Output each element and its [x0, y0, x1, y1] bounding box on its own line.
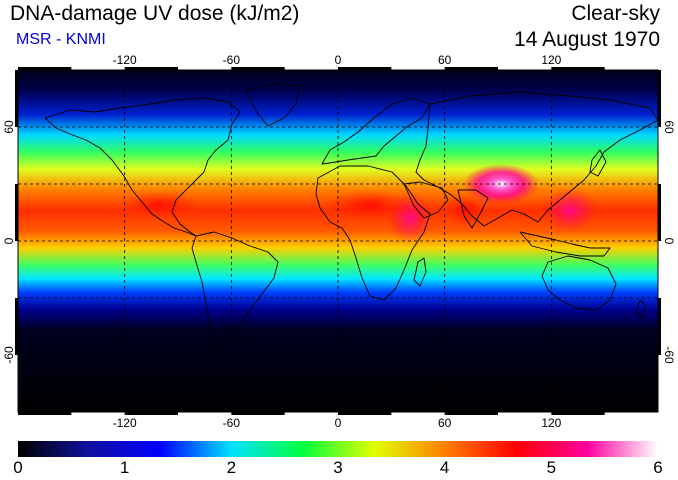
coast-europe: [321, 97, 431, 165]
colorbar-tick-label: 6: [653, 458, 663, 477]
colorbar: [18, 441, 658, 457]
lat-label-right: 60: [662, 120, 676, 134]
frame-bar-top: [231, 67, 285, 70]
lat-label-left: 0: [2, 237, 16, 244]
gridlines: [18, 70, 658, 412]
frame-bar-bottom: [231, 412, 285, 415]
lat-label-right: 0: [662, 238, 676, 245]
coast-japan: [589, 149, 607, 177]
frame-bar-right: [658, 184, 661, 241]
frame-ticks: [15, 67, 661, 415]
coast-indonesia: [519, 231, 611, 257]
colorbar-tick-label: 0: [13, 458, 23, 477]
frame-bar-right: [658, 298, 661, 355]
frame-bar-left: [15, 298, 18, 355]
lon-labels-bottom: -120 -60 0 60 120: [113, 416, 562, 430]
coast-north-america: [44, 97, 241, 237]
lon-label-bottom: -60: [223, 416, 241, 430]
frame-bar-left: [15, 70, 18, 127]
coast-greenland: [245, 83, 301, 127]
coast-madagascar: [413, 257, 427, 287]
lat-label-right: -60: [662, 346, 676, 364]
frame-bar-bottom: [444, 412, 498, 415]
lon-label-bottom: -120: [113, 416, 137, 430]
frame-bar-right: [658, 70, 661, 127]
sky-condition-label: Clear-sky: [571, 2, 660, 25]
lon-label-bottom: 60: [438, 416, 452, 430]
frame-bar-top: [338, 67, 392, 70]
coast-asia: [415, 91, 658, 227]
hotspot-sahara: [325, 190, 415, 220]
date-label: 14 August 1970: [514, 28, 660, 51]
lon-label-bottom: 120: [541, 416, 561, 430]
lon-label-top: -60: [223, 53, 241, 67]
hotspot-pacific: [542, 188, 598, 232]
lon-label-bottom: 0: [335, 416, 342, 430]
colorbar-tick-label: 4: [439, 458, 450, 477]
colorbar-tick-label: 1: [119, 458, 130, 477]
frame-bar-left: [15, 184, 18, 241]
uv-dose-map: -120 -60 0 60 120 -120 -60 0 60 120 60 0 -60 60 0 -6…: [2, 53, 676, 430]
coast-africa: [315, 165, 431, 301]
map-title: DNA-damage UV dose (kJ/m2): [10, 2, 300, 25]
colorbar-tick-label: 2: [226, 458, 237, 477]
hotspot-india: [443, 194, 487, 226]
frame-bar-bottom: [551, 412, 605, 415]
lon-label-top: 60: [438, 53, 452, 67]
lon-label-top: -120: [113, 53, 137, 67]
coast-arabia: [403, 181, 449, 219]
lat-labels-left: 60 0 -60: [2, 120, 16, 364]
frame-bar-top: [18, 67, 72, 70]
frame-bar-top: [551, 67, 605, 70]
lon-label-top: 0: [335, 53, 342, 67]
frame-bar-bottom: [124, 412, 178, 415]
source-credit: MSR - KNMI: [16, 31, 106, 48]
colorbar-tick-label: 3: [333, 458, 343, 477]
lat-labels-right: 60 0 -60: [662, 120, 676, 364]
colorbar-tick-label: 5: [546, 458, 557, 477]
lon-labels-top: -120 -60 0 60 120: [113, 53, 562, 67]
coastlines: [18, 83, 658, 399]
frame-bar-top: [444, 67, 498, 70]
coast-south-america: [191, 231, 279, 361]
frame-bar-bottom: [338, 412, 392, 415]
coast-antarctica: [18, 385, 658, 399]
frame-bar-bottom: [18, 412, 72, 415]
hotspot-mexico: [120, 191, 200, 219]
coast-new-zealand: [635, 299, 647, 319]
lat-label-left: 60: [2, 120, 16, 134]
coast-australia: [541, 255, 617, 311]
lat-label-left: -60: [2, 346, 16, 364]
coast-india: [457, 189, 489, 229]
frame-bar-top: [124, 67, 178, 70]
lon-label-top: 120: [541, 53, 561, 67]
